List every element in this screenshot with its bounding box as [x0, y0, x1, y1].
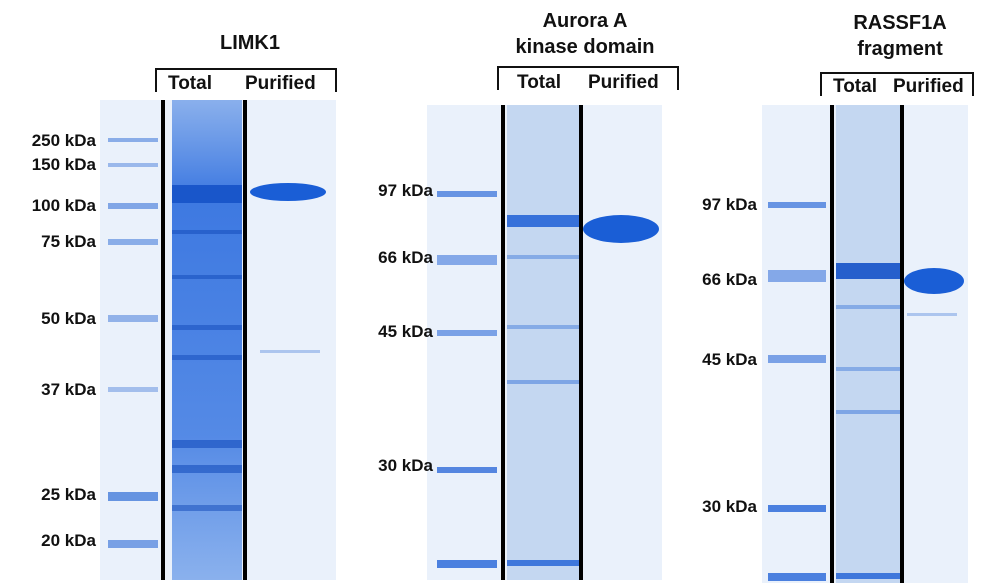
marker-label: 66 kDa [378, 248, 433, 267]
gel-image [762, 105, 968, 583]
marker-label: 30 kDa [702, 497, 757, 516]
panel-title: Aurora A kinase domain [485, 8, 685, 60]
lane-separator [501, 105, 505, 580]
lane-separator [830, 105, 834, 583]
marker-label: 66 kDa [702, 270, 757, 289]
gel-bands [768, 105, 964, 583]
panel-title: LIMK1 [160, 30, 340, 56]
lane-label-total: Total [517, 72, 561, 93]
marker-label: 97 kDa [702, 195, 757, 214]
marker-label: 75 kDa [41, 232, 96, 251]
panel-title: RASSF1A fragment [805, 10, 991, 62]
marker-label: 97 kDa [378, 181, 433, 200]
gel-panel-aurora-a: Aurora A kinase domain Total Purified [355, 0, 685, 586]
lane-separator [579, 105, 583, 580]
marker-label: 250 kDa [31, 131, 96, 150]
lane-bracket [155, 68, 337, 92]
lane-bracket [497, 66, 679, 90]
ladder-bands [768, 202, 826, 581]
marker-label: 100 kDa [31, 196, 96, 215]
marker-label: 150 kDa [31, 155, 96, 174]
lane-label-total: Total [168, 73, 212, 94]
gel-image [427, 105, 662, 580]
total-lane [836, 105, 900, 583]
lane-label-purified: Purified [245, 73, 316, 94]
panel-title-line: LIMK1 [220, 32, 280, 54]
gel-bands [108, 100, 326, 580]
marker-label: 45 kDa [378, 322, 433, 341]
total-lane [507, 105, 579, 580]
lane-separator [161, 100, 165, 580]
gel-panel-rassf1a: RASSF1A fragment Total Purified [685, 0, 985, 586]
marker-label: 50 kDa [41, 309, 96, 328]
lane-separator [900, 105, 904, 583]
marker-label: 45 kDa [702, 350, 757, 369]
marker-label: 20 kDa [41, 531, 96, 550]
lane-separator [243, 100, 247, 580]
purified-lane [583, 215, 659, 243]
ladder-bands [437, 191, 497, 568]
gel-bands [437, 105, 659, 580]
gel-panel-limk1: LIMK1 Total Purified [0, 0, 340, 586]
ladder-bands [108, 138, 158, 548]
panel-title-line: Aurora A [542, 10, 628, 32]
marker-label: 25 kDa [41, 485, 96, 504]
lane-label-purified: Purified [893, 76, 964, 97]
lane-bracket [820, 72, 974, 96]
total-lane [172, 100, 242, 580]
marker-label: 37 kDa [41, 380, 96, 399]
lane-label-total: Total [833, 76, 877, 97]
gel-image [100, 100, 336, 580]
panel-title-line: RASSF1A [853, 12, 947, 34]
lane-label-purified: Purified [588, 72, 659, 93]
purified-lane [250, 183, 326, 353]
panel-title-line: fragment [857, 38, 943, 60]
panel-title-line: kinase domain [515, 36, 655, 58]
marker-label: 30 kDa [378, 456, 433, 475]
purified-lane [904, 268, 964, 316]
